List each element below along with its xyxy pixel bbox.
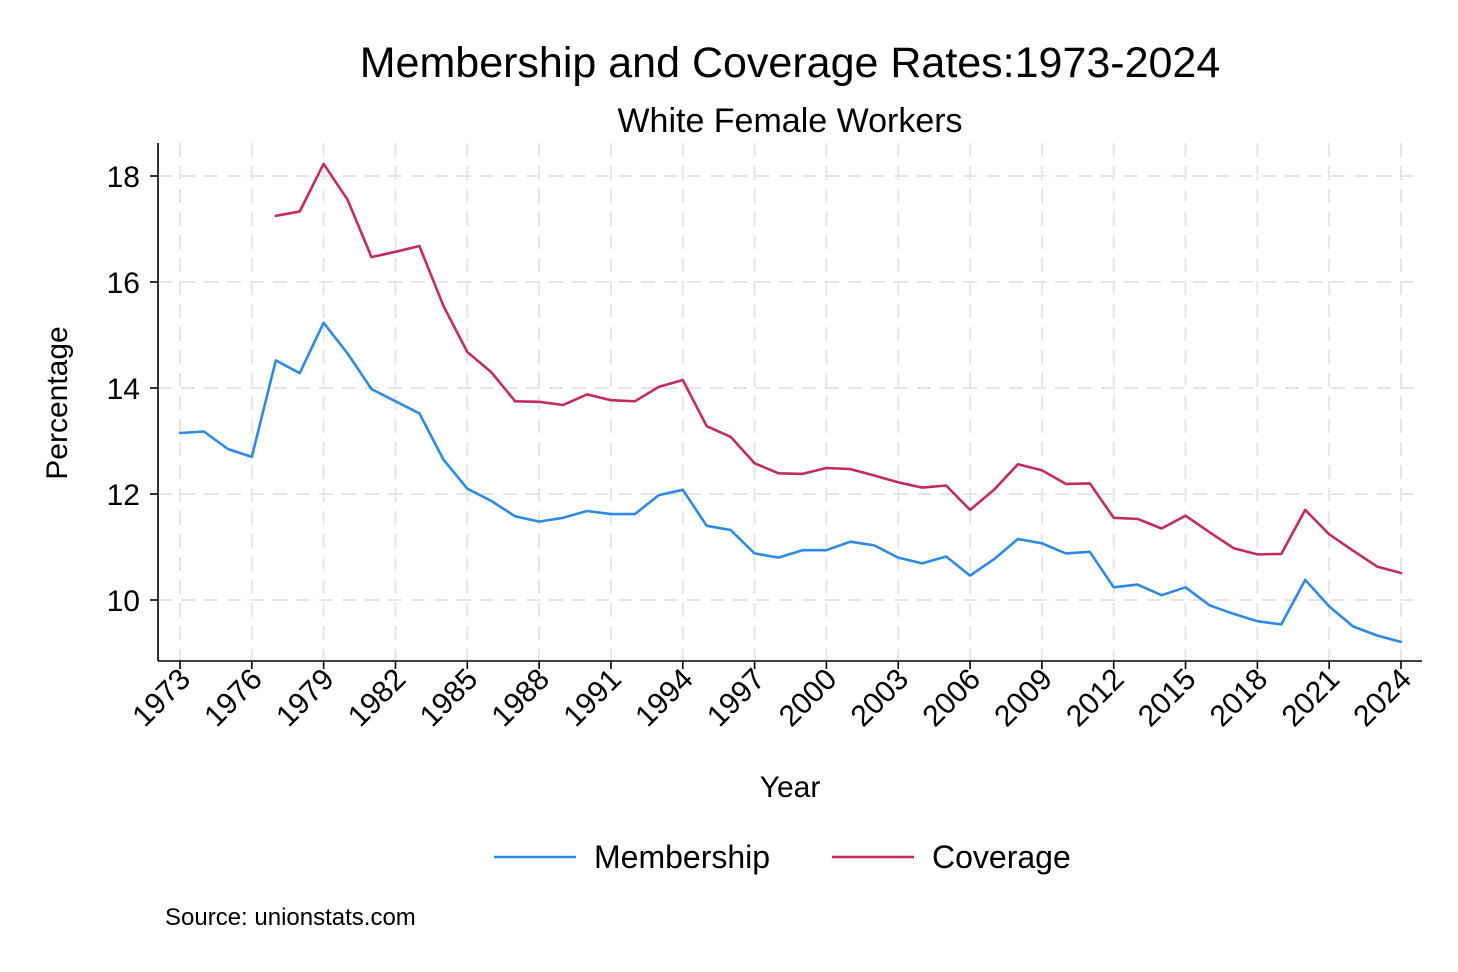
y-tick-label: 10 <box>107 585 140 618</box>
series <box>178 162 1403 644</box>
x-tick-label: 2003 <box>845 663 916 734</box>
x-tick-label: 2018 <box>1204 663 1275 734</box>
chart-title: Membership and Coverage Rates:1973-2024 <box>360 39 1221 87</box>
y-tick-label: 14 <box>107 373 140 406</box>
axes <box>150 143 1422 669</box>
x-tick-label: 2024 <box>1347 663 1418 734</box>
x-tick-label: 2006 <box>916 663 987 734</box>
x-tick-label: 2009 <box>988 663 1059 734</box>
x-tick-label: 1973 <box>126 663 197 734</box>
x-tick-label: 1994 <box>629 663 700 734</box>
legend-label-membership: Membership <box>594 839 770 875</box>
x-tick-label: 1976 <box>198 663 269 734</box>
x-tick-label: 1997 <box>701 663 772 734</box>
x-tick-label: 1991 <box>557 663 628 734</box>
legend: Membership Coverage <box>494 839 1071 875</box>
x-tick-label: 1988 <box>486 663 557 734</box>
series-line-membership <box>178 321 1403 644</box>
legend-label-coverage: Coverage <box>932 839 1071 875</box>
x-tick-label: 1979 <box>270 663 341 734</box>
x-tick-label: 2021 <box>1276 663 1347 734</box>
y-tick-label: 16 <box>107 267 140 300</box>
x-tick-label: 2012 <box>1060 663 1131 734</box>
series-line-coverage <box>274 162 1403 575</box>
x-tick-label: 1985 <box>414 663 485 734</box>
x-axis-label: Year <box>760 771 821 804</box>
grid <box>158 143 1422 661</box>
x-tick-label: 2000 <box>773 663 844 734</box>
chart-subtitle: White Female Workers <box>617 102 962 140</box>
x-tick-label: 2015 <box>1132 663 1203 734</box>
y-tick-label: 18 <box>107 161 140 194</box>
x-tick-label: 1982 <box>342 663 413 734</box>
source-note: Source: unionstats.com <box>165 904 416 931</box>
y-tick-label: 12 <box>107 479 140 512</box>
y-axis-label: Percentage <box>41 326 74 479</box>
